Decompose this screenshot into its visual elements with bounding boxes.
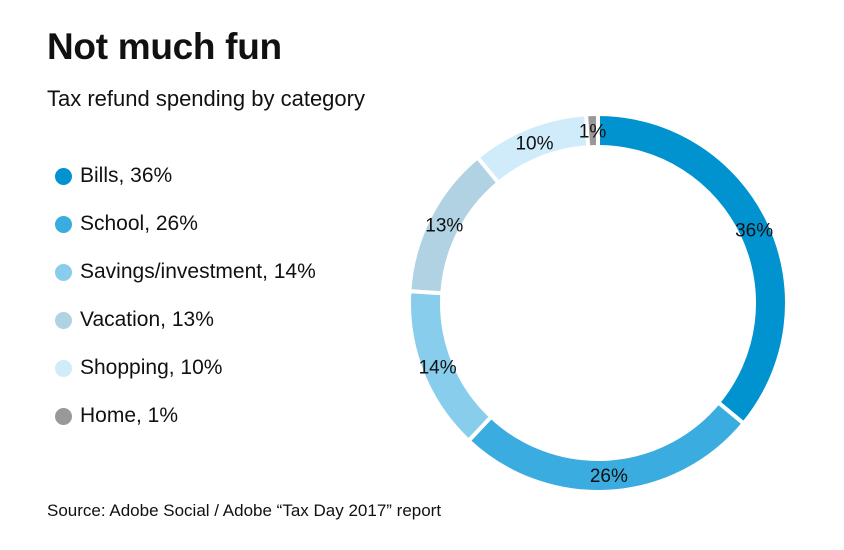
chart-subtitle: Tax refund spending by category: [47, 86, 365, 111]
legend-swatch: [55, 167, 72, 185]
data-label: 36%: [735, 221, 773, 242]
legend-item: Bills, 36%: [55, 152, 316, 200]
slice-home: [584, 111, 600, 150]
legend: Bills, 36% School, 26% Savings/investment,…: [55, 152, 316, 440]
data-label: 26%: [590, 466, 628, 487]
legend-label: Vacation, 13%: [80, 308, 214, 331]
source-note: Source: Adobe Social / Adobe “Tax Day 20…: [47, 501, 442, 520]
legend-swatch: [55, 311, 72, 329]
legend-swatch: [55, 263, 72, 281]
legend-swatch: [55, 215, 72, 233]
legend-item: Shopping, 10%: [55, 344, 316, 392]
legend-swatch: [55, 359, 72, 377]
chart-title: Not much fun: [47, 26, 282, 67]
legend-label: School, 26%: [80, 212, 198, 235]
legend-swatch: [55, 407, 72, 425]
legend-label: Bills, 36%: [80, 164, 173, 187]
legend-item: Home, 1%: [55, 392, 316, 440]
legend-item: Savings/investment, 14%: [55, 248, 316, 296]
legend-label: Savings/investment, 14%: [80, 260, 316, 283]
data-label: 10%: [515, 134, 553, 155]
legend-label: Shopping, 10%: [80, 356, 223, 379]
data-label: 1%: [579, 122, 607, 143]
legend-item: School, 26%: [55, 200, 316, 248]
data-label: 14%: [419, 358, 457, 379]
data-label: 13%: [425, 216, 463, 237]
legend-item: Vacation, 13%: [55, 296, 316, 344]
slice-bills: [596, 111, 789, 427]
legend-label: Home, 1%: [80, 404, 179, 427]
